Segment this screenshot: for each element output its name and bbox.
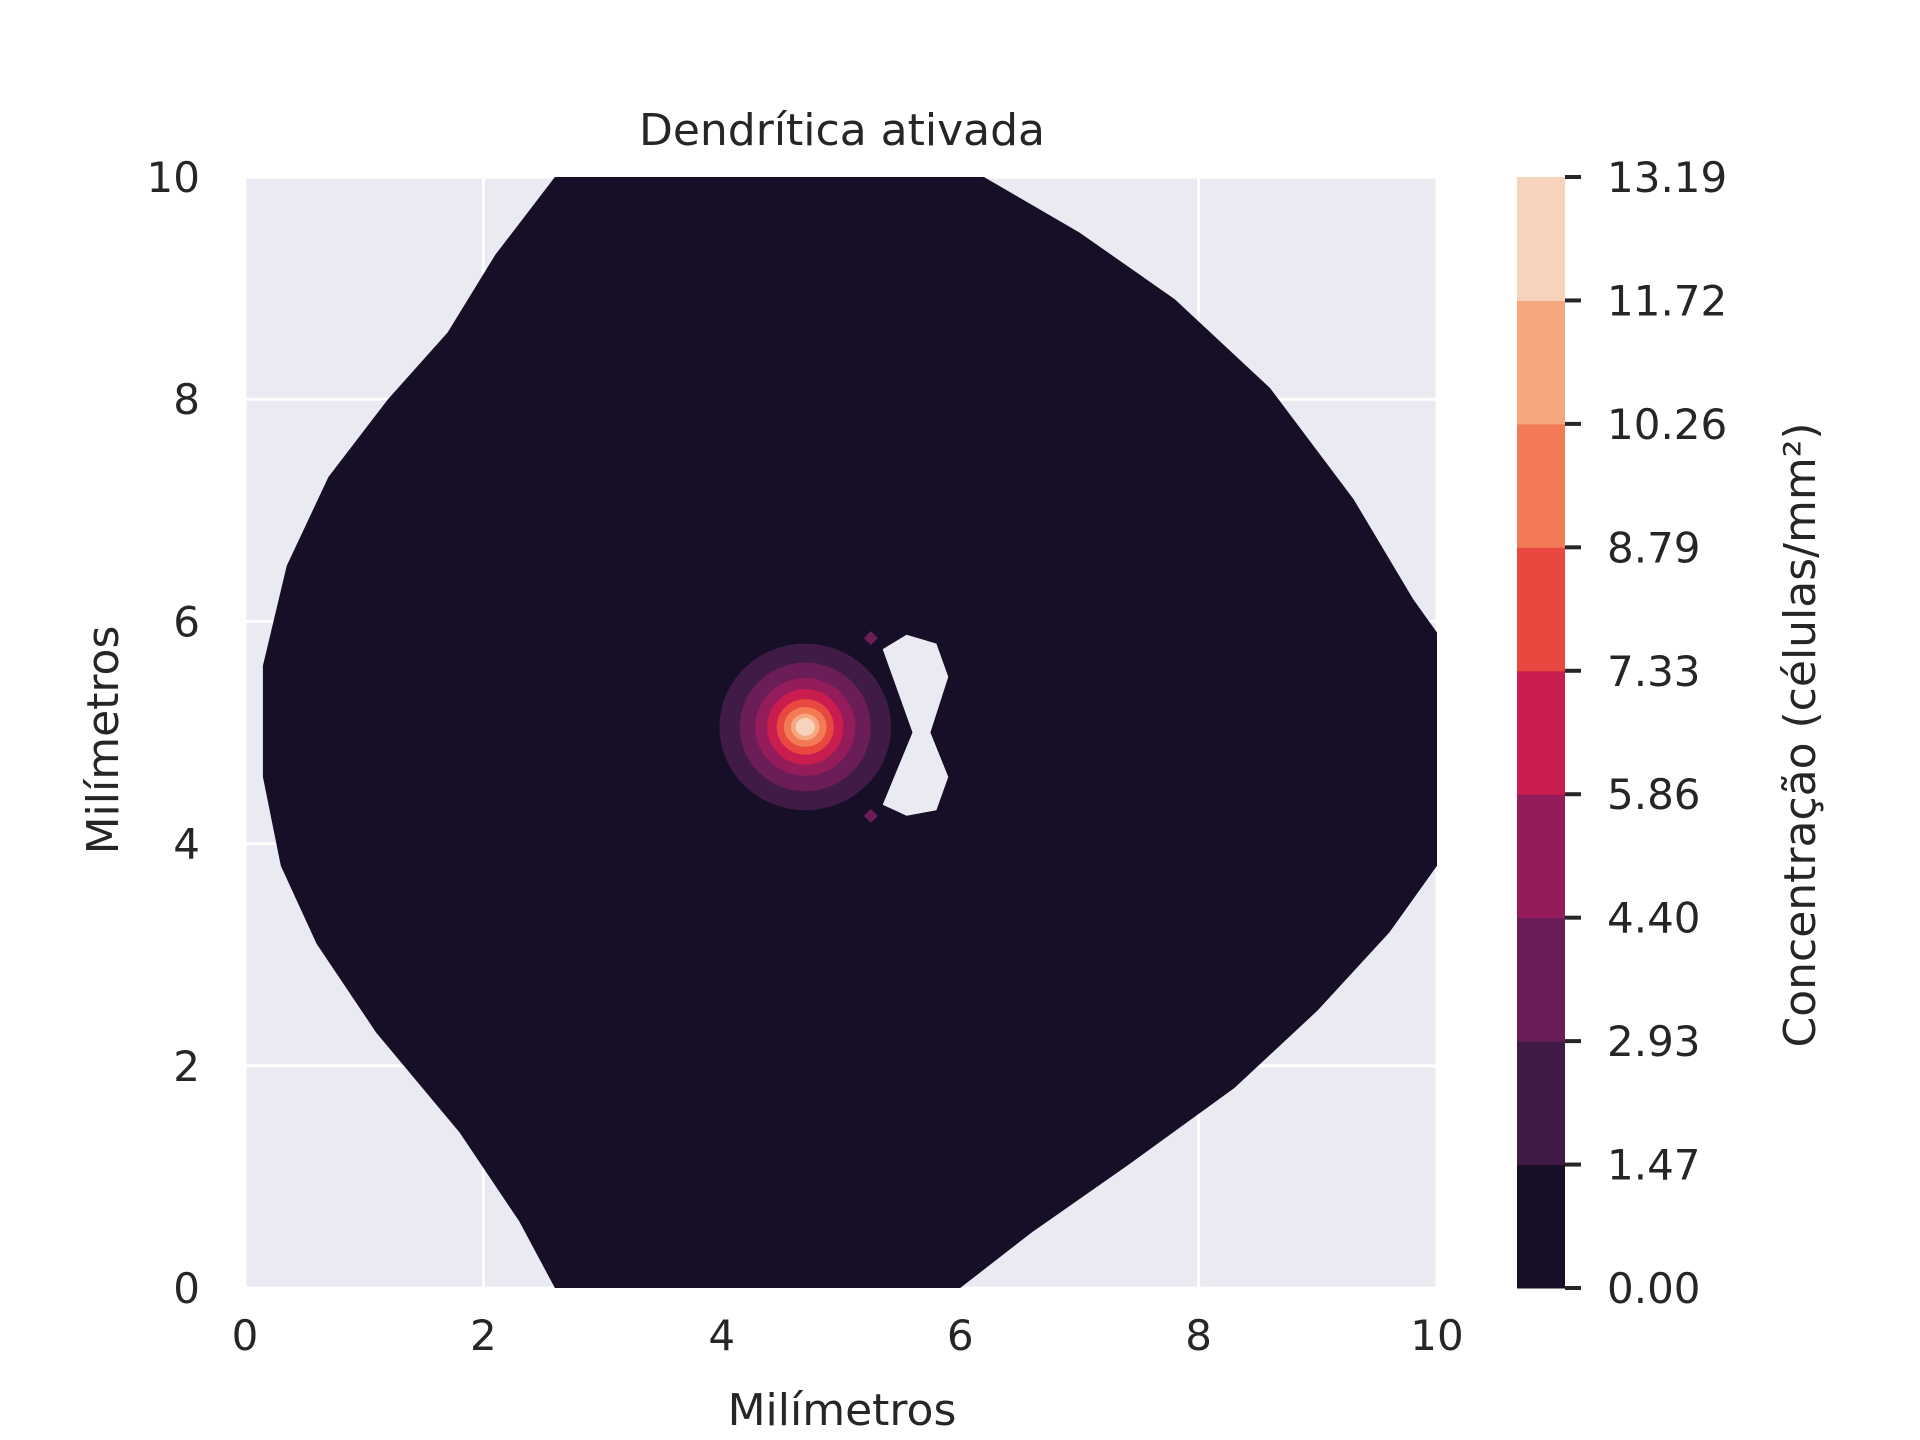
contour-marker [863,808,878,823]
x-axis-label: Milímetros [728,1385,957,1436]
x-tick-label: 4 [708,1311,735,1360]
colorbar-segment [1517,670,1565,795]
colorbar: 0.00 1.47 2.93 4.40 5.86 7.33 8.79 10.26 11.72 13… [1517,153,1727,1313]
x-tick-label: 2 [470,1311,497,1360]
colorbar-tick-label: 5.86 [1607,770,1701,819]
colorbar-segment [1517,794,1565,919]
chart-title: Dendrítica ativada [639,105,1045,156]
colorbar-tick-label: 7.33 [1607,647,1701,696]
contour-marker [863,631,878,646]
colorbar-tick-label: 4.40 [1607,894,1701,943]
x-tick-label: 6 [947,1311,974,1360]
colorbar-tick-label: 10.26 [1607,400,1727,449]
y-axis-label: Milímetros [78,626,129,855]
x-tick-label: 0 [232,1311,259,1360]
colorbar-tick-label: 1.47 [1607,1141,1701,1190]
y-tick-label: 4 [173,820,200,869]
y-tick-label: 0 [173,1264,200,1313]
colorbar-segment [1517,177,1565,301]
colorbar-tick-label: 8.79 [1607,523,1701,572]
x-tick-label: 10 [1410,1311,1463,1360]
colorbar-segment [1517,423,1565,548]
colorbar-tick-label: 0.00 [1607,1264,1701,1313]
colorbar-segment [1517,300,1565,425]
contour-level-8 [795,718,815,736]
colorbar-segment [1517,1041,1565,1166]
colorbar-segment [1517,917,1565,1042]
y-tick-label: 8 [173,375,200,424]
colorbar-label: Concentração (células/mm²) [1775,422,1826,1047]
axes: 0 2 4 6 8 10 0 2 4 6 8 10 [147,153,1464,1360]
colorbar-tick-label: 13.19 [1607,153,1727,202]
y-tick-label: 10 [147,153,200,202]
colorbar-tick-label: 2.93 [1607,1017,1701,1066]
x-tick-label: 8 [1185,1311,1212,1360]
y-tick-label: 6 [173,597,200,646]
colorbar-segment [1517,547,1565,672]
y-tick-label: 2 [173,1042,200,1091]
plot-area [243,175,1439,1290]
colorbar-segment [1517,1164,1565,1289]
contour-field [262,177,1437,1288]
colorbar-tick-label: 11.72 [1607,276,1727,325]
